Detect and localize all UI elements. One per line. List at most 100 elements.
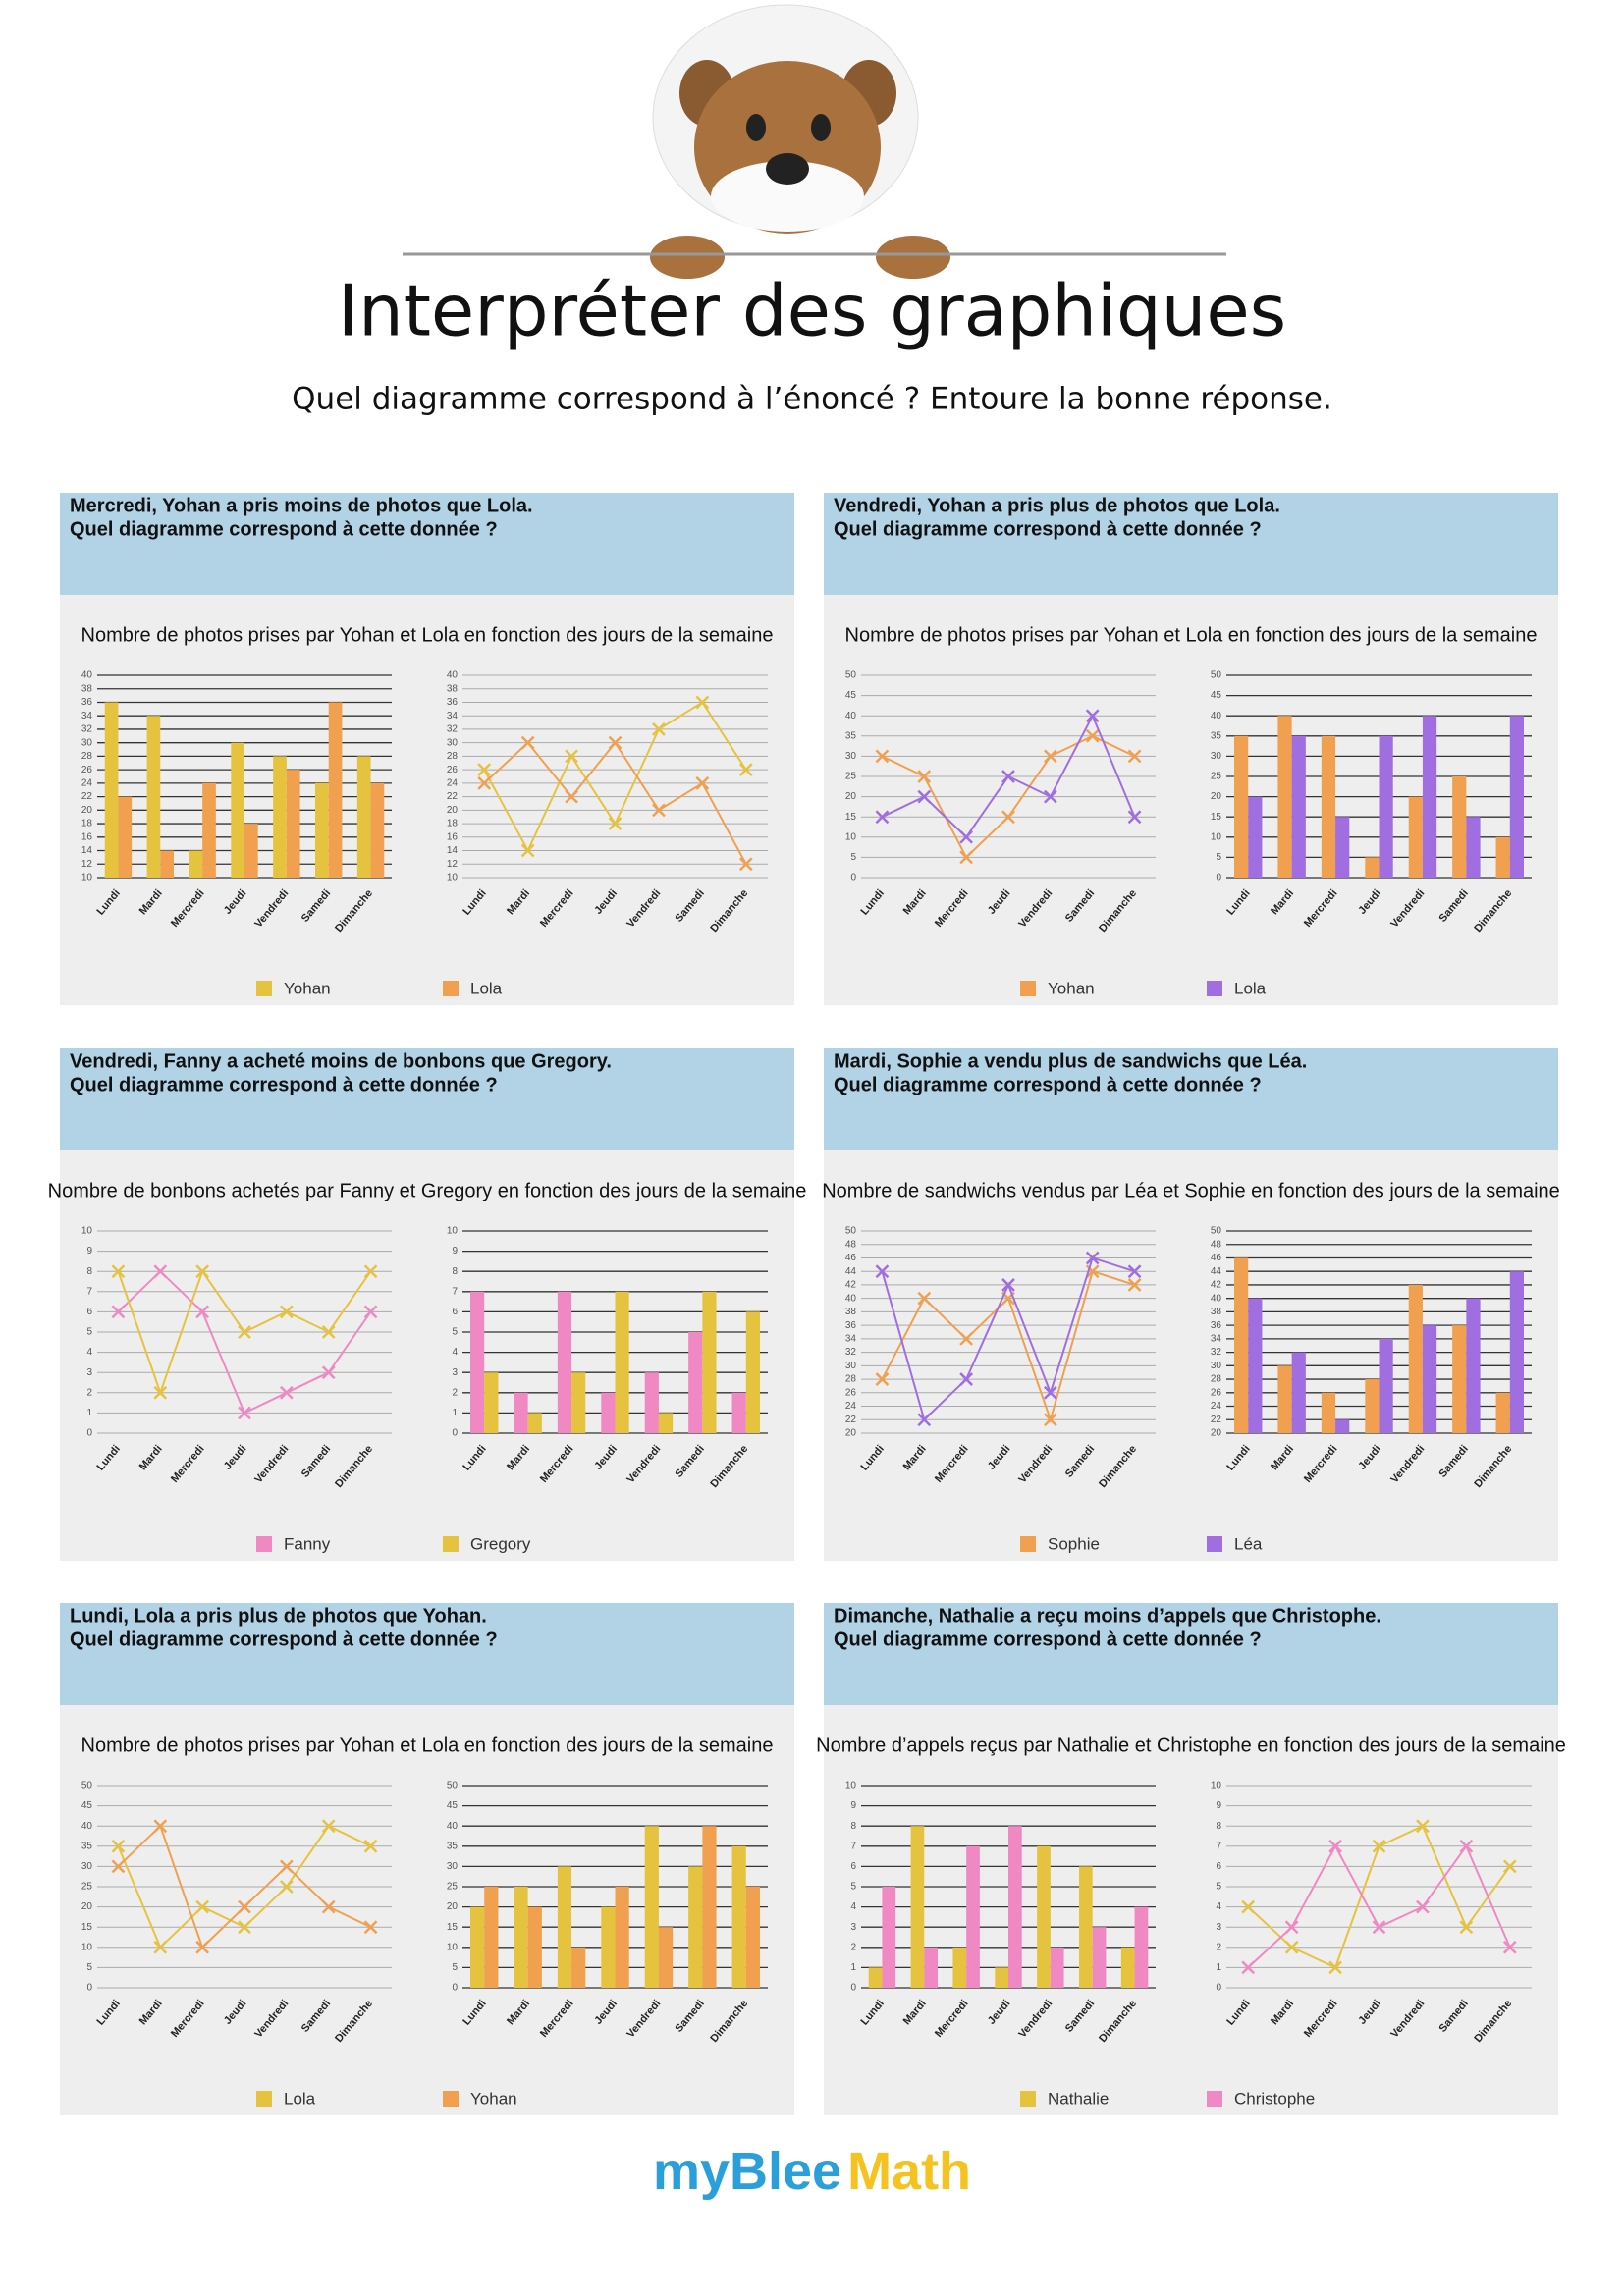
y-tick-label: 45 bbox=[1211, 690, 1222, 701]
x-marker bbox=[695, 695, 710, 710]
y-tick-label: 10 bbox=[447, 873, 459, 883]
bar bbox=[328, 702, 343, 878]
y-tick-label: 20 bbox=[447, 805, 459, 816]
y-tick-label: 1 bbox=[86, 1408, 92, 1418]
bar bbox=[1233, 735, 1249, 878]
exercise-panel: Lundi, Lola a pris plus de photos que Yo… bbox=[60, 1603, 794, 2115]
x-marker bbox=[279, 1859, 294, 1874]
page-title: Interpréter des graphiques bbox=[338, 270, 1286, 352]
bar bbox=[202, 782, 216, 878]
y-tick-label: 25 bbox=[845, 772, 857, 782]
y-tick-label: 32 bbox=[845, 1347, 857, 1358]
legend-swatch bbox=[1020, 1536, 1036, 1552]
x-marker bbox=[1001, 770, 1015, 783]
bar bbox=[1422, 716, 1437, 878]
bar bbox=[118, 796, 133, 878]
bar bbox=[688, 1866, 703, 1988]
bar bbox=[370, 782, 385, 878]
legend-swatch bbox=[1020, 2091, 1036, 2107]
bar bbox=[273, 756, 287, 878]
bar bbox=[356, 756, 371, 878]
y-tick-label: 9 bbox=[452, 1246, 458, 1256]
bar bbox=[315, 782, 329, 878]
x-marker bbox=[111, 1859, 126, 1874]
y-tick-label: 40 bbox=[845, 1293, 857, 1304]
y-tick-label: 26 bbox=[845, 1387, 857, 1398]
exercise-panel: Dimanche, Nathalie a reçu moins d’appels… bbox=[816, 1603, 1566, 2115]
bar bbox=[1120, 1947, 1135, 1988]
statement-box bbox=[824, 493, 1558, 595]
y-tick-label: 44 bbox=[845, 1266, 857, 1277]
bar bbox=[1495, 1392, 1510, 1433]
y-tick-label: 6 bbox=[452, 1307, 458, 1317]
x-marker bbox=[917, 1413, 932, 1427]
x-marker bbox=[1127, 1278, 1142, 1292]
statement-box bbox=[60, 493, 794, 595]
y-tick-label: 44 bbox=[1211, 1266, 1222, 1277]
y-tick-label: 38 bbox=[447, 683, 459, 694]
y-tick-label: 24 bbox=[1211, 1401, 1222, 1412]
bar bbox=[601, 1392, 616, 1433]
y-tick-label: 15 bbox=[447, 1922, 459, 1933]
bar bbox=[1233, 1257, 1249, 1433]
bar bbox=[745, 1311, 761, 1433]
legend-swatch bbox=[1207, 1536, 1222, 1552]
legend-swatch bbox=[443, 981, 459, 996]
x-marker bbox=[1328, 1839, 1342, 1853]
legend-label: Sophie bbox=[1048, 1534, 1100, 1553]
y-tick-label: 20 bbox=[447, 1901, 459, 1912]
y-tick-label: 34 bbox=[845, 1334, 857, 1345]
chart-title: Nombre de photos prises par Yohan et Lol… bbox=[845, 624, 1538, 646]
y-tick-label: 36 bbox=[81, 697, 93, 708]
y-tick-label: 38 bbox=[1211, 1307, 1222, 1317]
x-marker bbox=[1127, 810, 1142, 825]
y-tick-label: 26 bbox=[81, 765, 93, 775]
y-tick-label: 9 bbox=[850, 1800, 856, 1811]
bar bbox=[1379, 1338, 1393, 1433]
legend-label: Lola bbox=[284, 2089, 316, 2108]
bar bbox=[688, 1332, 703, 1433]
logo-part: Math bbox=[847, 2142, 971, 2201]
y-tick-label: 34 bbox=[1211, 1334, 1222, 1345]
y-tick-label: 0 bbox=[850, 873, 856, 883]
bar bbox=[469, 1906, 485, 1988]
bar bbox=[1291, 1352, 1306, 1433]
y-tick-label: 45 bbox=[81, 1800, 93, 1811]
bar bbox=[1408, 796, 1423, 878]
statement-line: Quel diagramme correspond à cette donnée… bbox=[70, 518, 498, 540]
y-tick-label: 18 bbox=[81, 819, 93, 829]
statement-line: Quel diagramme correspond à cette donnée… bbox=[834, 1074, 1262, 1095]
bar bbox=[1079, 1866, 1093, 1988]
y-tick-label: 5 bbox=[452, 1962, 458, 1973]
y-tick-label: 14 bbox=[447, 845, 459, 856]
legend-label: Lola bbox=[470, 979, 503, 997]
bar bbox=[469, 1291, 485, 1433]
y-tick-label: 32 bbox=[1211, 1347, 1222, 1358]
bar bbox=[1452, 1325, 1467, 1433]
y-tick-label: 46 bbox=[845, 1253, 857, 1263]
legend-swatch bbox=[256, 2091, 272, 2107]
y-tick-label: 6 bbox=[86, 1307, 92, 1317]
x-marker bbox=[917, 1291, 932, 1306]
y-tick-label: 22 bbox=[1211, 1415, 1222, 1425]
y-tick-label: 25 bbox=[1211, 772, 1222, 782]
x-marker bbox=[111, 1264, 126, 1279]
x-marker bbox=[565, 789, 578, 804]
bar bbox=[731, 1392, 746, 1433]
y-tick-label: 30 bbox=[845, 1361, 857, 1371]
y-tick-label: 20 bbox=[845, 791, 857, 802]
y-tick-label: 30 bbox=[81, 1861, 93, 1872]
legend-swatch bbox=[443, 1536, 459, 1552]
x-marker bbox=[1241, 1899, 1256, 1914]
statement-box bbox=[824, 1048, 1558, 1150]
y-tick-label: 10 bbox=[845, 1781, 857, 1791]
y-tick-label: 28 bbox=[81, 751, 93, 762]
x-marker bbox=[738, 763, 753, 777]
y-tick-label: 8 bbox=[452, 1266, 458, 1277]
y-tick-label: 28 bbox=[447, 751, 459, 762]
bar bbox=[527, 1906, 542, 1988]
x-marker bbox=[1502, 1859, 1517, 1874]
bar bbox=[745, 1887, 761, 1988]
y-tick-label: 40 bbox=[1211, 1293, 1222, 1304]
bar bbox=[1248, 796, 1263, 878]
